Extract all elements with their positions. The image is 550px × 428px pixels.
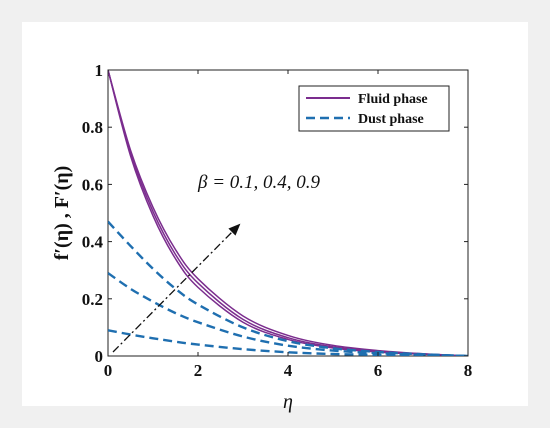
y-tick-label: 0.2 [82,290,103,309]
tick-layer: 0 2 4 6 8 0 0.2 0.4 0.6 0.8 1 [82,61,473,380]
y-tick-label: 1 [95,61,104,80]
y-axis-label: f′(η) , F′(η) [51,166,73,260]
dust-phase-line-2 [108,272,468,356]
x-tick-label: 6 [374,361,383,380]
legend-label-dust: Dust phase [358,112,424,127]
legend: Fluid phase Dust phase [298,85,450,132]
series-layer [108,70,468,356]
x-tick-label: 2 [194,361,203,380]
x-tick-label: 0 [104,361,113,380]
y-tick-label: 0.8 [82,118,103,137]
dust-phase-line-3 [108,329,468,356]
y-tick-label: 0.6 [82,175,103,194]
y-tick-label: 0 [95,347,104,366]
x-axis-label: η [283,391,293,413]
beta-annotation: β = 0.1, 0.4, 0.9 [197,172,321,193]
x-tick-label: 4 [284,361,293,380]
y-tick-label: 0.4 [82,233,104,252]
beta-arrow [112,223,241,353]
legend-label-fluid: Fluid phase [358,92,428,107]
legend-box [298,85,450,132]
x-tick-label: 8 [464,361,473,380]
